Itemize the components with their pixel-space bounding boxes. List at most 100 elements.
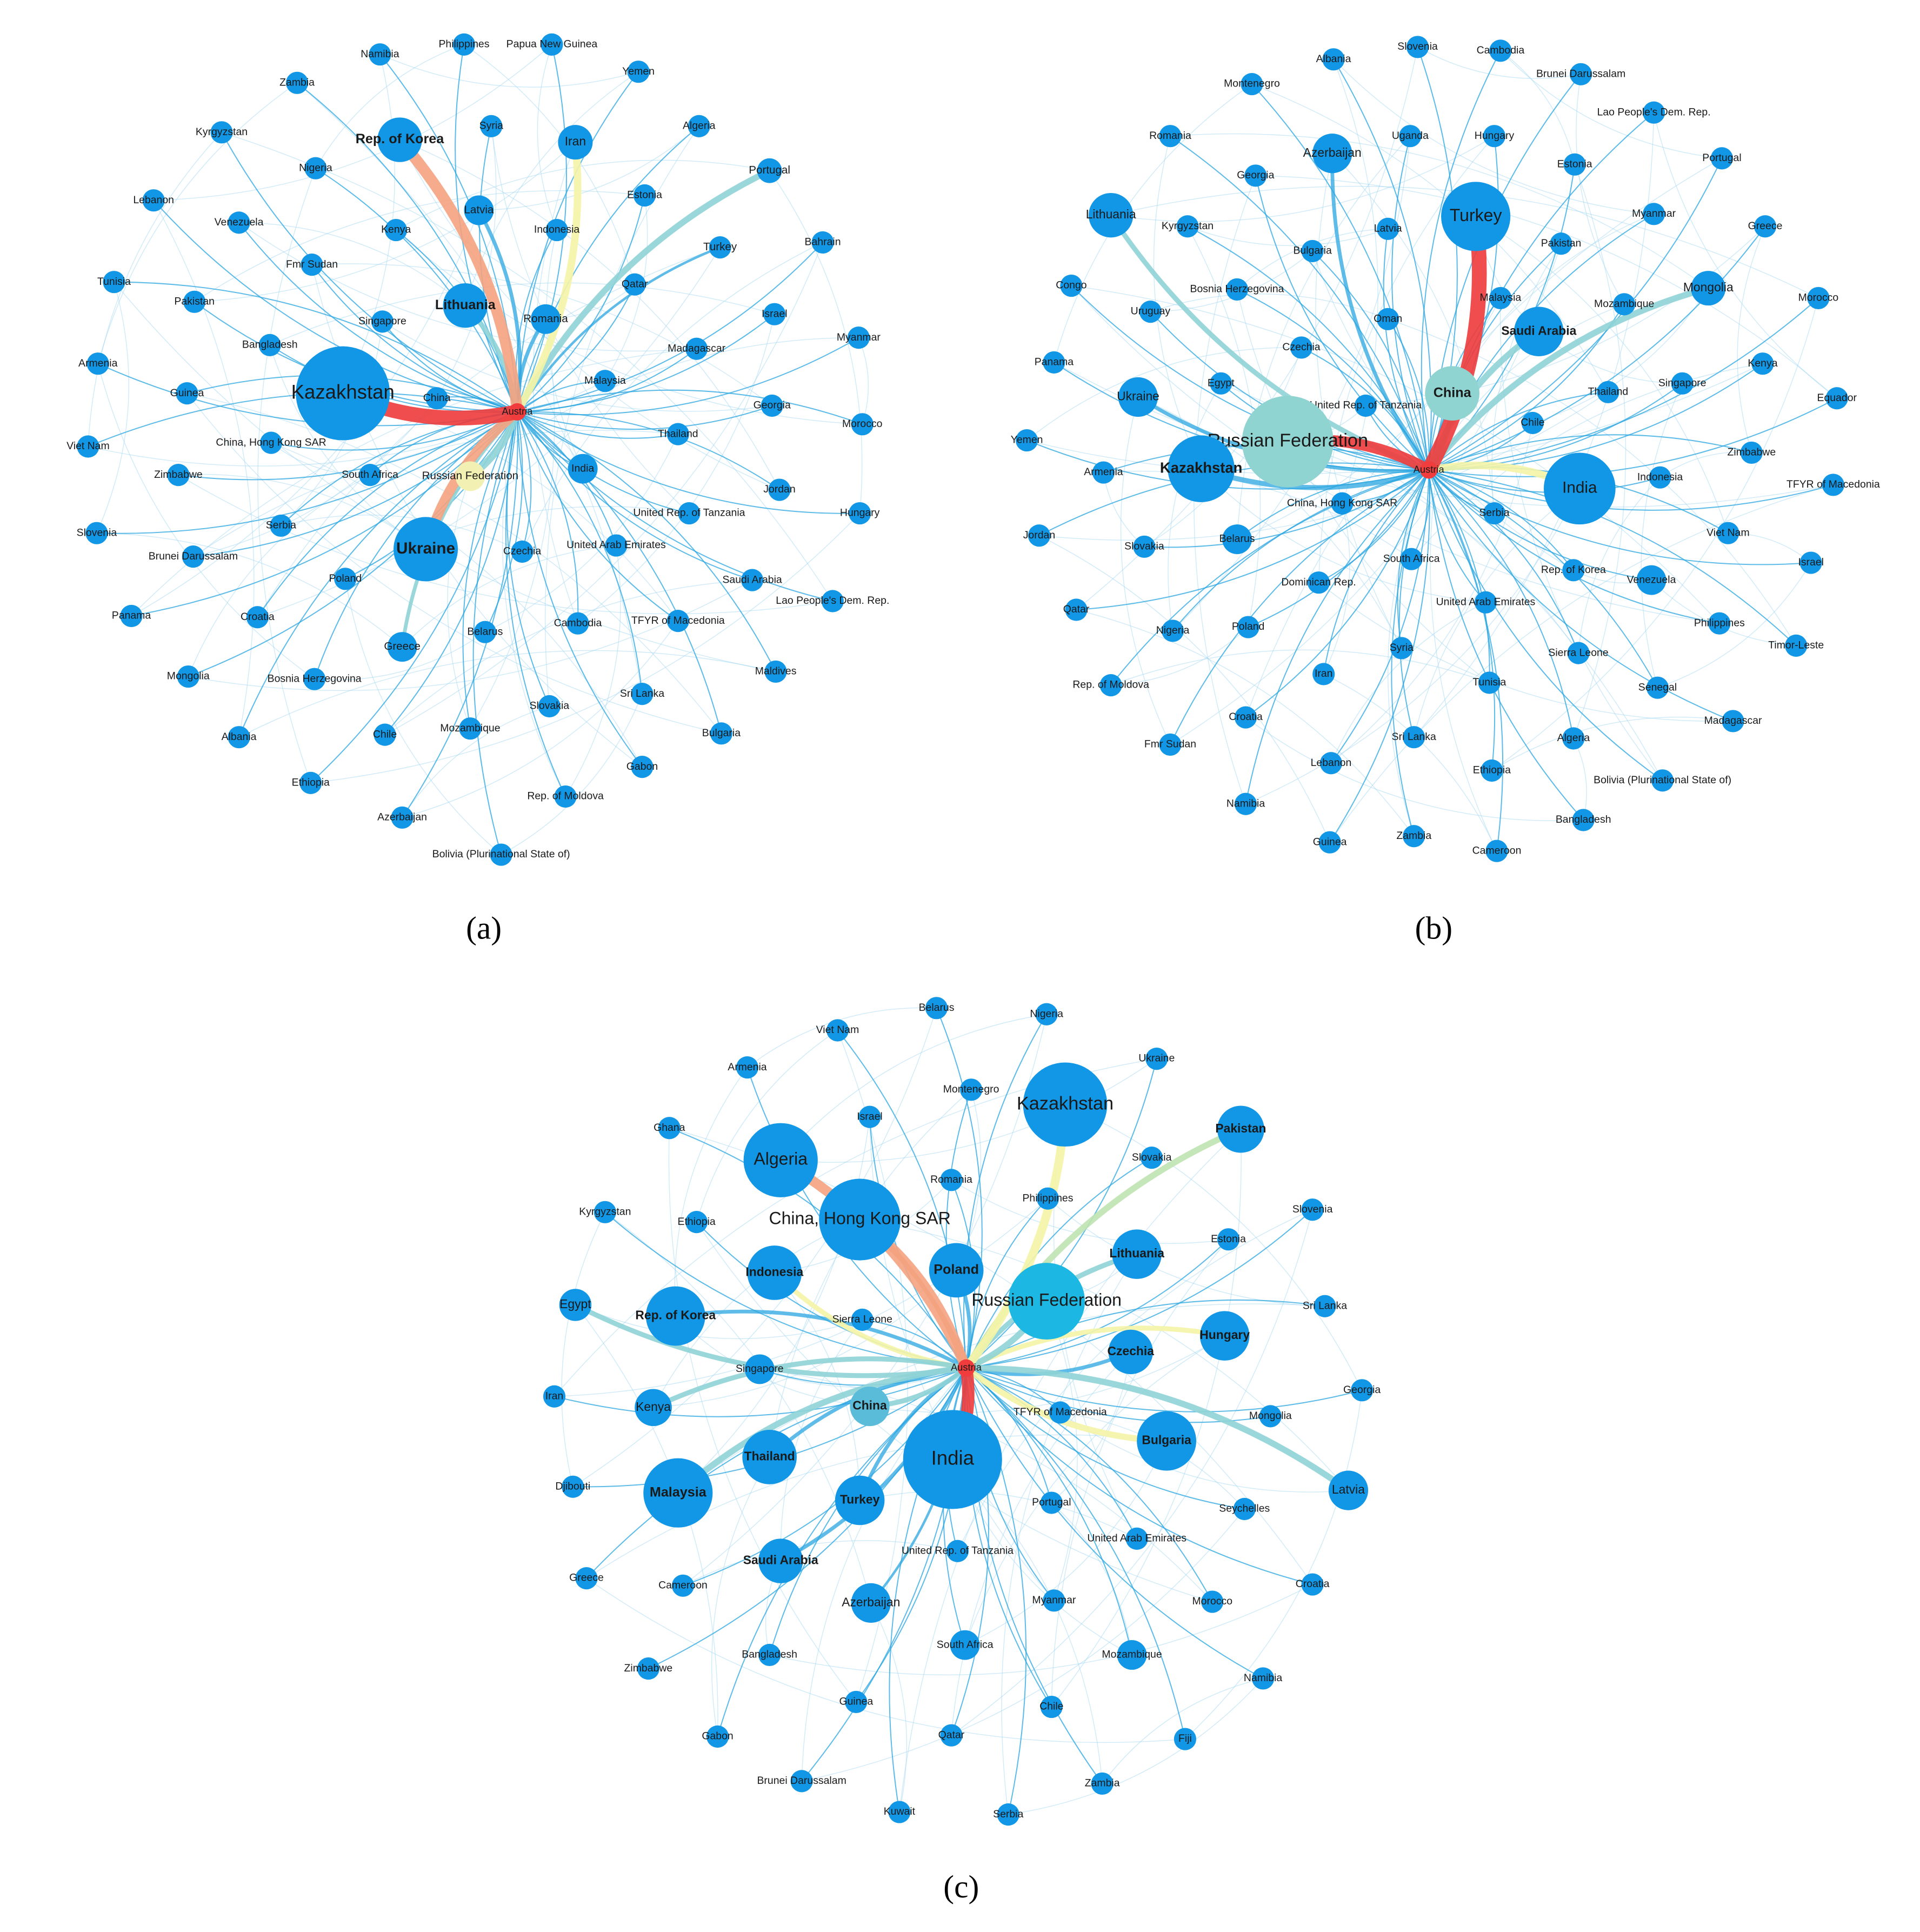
node (1118, 377, 1158, 417)
node-label: Qatar (938, 1729, 965, 1741)
node-label: Chile (1521, 417, 1544, 429)
node-label: Timor-Leste (1768, 639, 1824, 651)
node-label: Portugal (1702, 152, 1741, 164)
edge (951, 1351, 1131, 1736)
edge (1255, 175, 1429, 471)
edge (1387, 318, 1430, 470)
node-label: Georgia (1237, 169, 1274, 181)
node (1217, 1105, 1264, 1153)
node-label: Israel (857, 1110, 883, 1122)
node-label: Russian Federation (971, 1290, 1122, 1310)
edge (1110, 649, 1490, 686)
edge (517, 411, 643, 694)
edge (1318, 470, 1430, 583)
edge (965, 1367, 1138, 1539)
node (826, 1019, 849, 1042)
edge (711, 1457, 770, 1737)
node (594, 370, 616, 392)
node-label: Senegal (1638, 681, 1677, 693)
node-label: Saudi Arabia (743, 1553, 818, 1567)
node-label: Azerbaijan (842, 1595, 900, 1609)
node (183, 290, 206, 313)
edge (951, 1180, 1229, 1244)
node (658, 1117, 681, 1140)
edge (384, 579, 752, 735)
edge (1046, 1301, 1078, 1601)
node-label: Fmr Sudan (286, 258, 338, 270)
node-label: Lithuania (435, 297, 496, 312)
node-label: Bangladesh (742, 1649, 797, 1661)
node-label: Austria (951, 1361, 982, 1373)
node-label: Namibia (361, 48, 399, 60)
node (888, 1801, 911, 1823)
node-label: Slovakia (530, 700, 570, 712)
node (176, 382, 198, 405)
node-label: Bangladesh (242, 339, 298, 351)
edge (271, 442, 370, 476)
edge (1429, 469, 1797, 647)
node (575, 1567, 598, 1590)
node-label: Uruguay (1131, 305, 1171, 317)
edge (859, 1490, 1137, 1539)
node-label: Georgia (1343, 1384, 1381, 1396)
node-label: Panama (1035, 356, 1074, 368)
node-label: Tunisia (97, 276, 131, 288)
edge (96, 282, 129, 534)
node (558, 125, 593, 160)
edge (1573, 164, 1626, 739)
node-label: Saudi Arabia (722, 574, 782, 585)
edge (676, 1364, 967, 1496)
edge (870, 1603, 907, 1813)
node (1092, 461, 1115, 484)
edge (517, 389, 863, 425)
node (1145, 1048, 1168, 1070)
edge (345, 506, 690, 579)
panel-label: (b) (1415, 910, 1452, 946)
node (1331, 492, 1354, 515)
node (1043, 351, 1065, 374)
edge (257, 411, 518, 618)
node (1400, 548, 1423, 570)
node-label: Thailand (744, 1449, 795, 1463)
node-label: Ghana (654, 1122, 685, 1134)
edge (517, 411, 579, 624)
edge (965, 1367, 1213, 1602)
node-label: Iran (565, 134, 586, 148)
edge (1071, 285, 1429, 471)
node (1328, 1470, 1369, 1510)
node-label: Venezuela (215, 216, 264, 228)
node-label: Cameroon (658, 1579, 708, 1591)
node-label: Austria (502, 405, 533, 417)
edge (963, 1014, 1048, 1368)
node (568, 454, 598, 484)
node-label: Zambia (1396, 830, 1431, 842)
node (474, 621, 496, 643)
node (103, 271, 125, 294)
node-label: Viet Nam (1706, 527, 1750, 538)
node-label: China, Hong Kong SAR (1287, 497, 1397, 509)
edge (1120, 397, 1171, 745)
node-label: Equador (1817, 392, 1857, 404)
node-label: Indonesia (1637, 471, 1683, 483)
node-label: Bulgaria (1293, 245, 1332, 257)
node-label: Croatia (1296, 1578, 1330, 1590)
node-label: China, Hong Kong SAR (769, 1209, 950, 1228)
node-label: Cameroon (1472, 844, 1522, 856)
edge (1187, 226, 1388, 247)
node (1643, 203, 1665, 225)
node-label: Russian Federation (1208, 430, 1369, 451)
node-label: Myanmar (1632, 208, 1676, 219)
edge (1245, 469, 1429, 804)
node-label: Gabon (626, 761, 658, 772)
edge (774, 1273, 861, 1501)
node (1717, 522, 1739, 544)
node (387, 632, 417, 662)
edge (778, 1156, 971, 1370)
node-label: Austria (1414, 463, 1445, 475)
node-label: Zambia (1085, 1777, 1120, 1789)
edge (965, 1367, 1133, 1655)
node-label: Kenya (381, 224, 411, 236)
node (167, 464, 190, 487)
node (1241, 72, 1263, 96)
edge (769, 1584, 1313, 1676)
